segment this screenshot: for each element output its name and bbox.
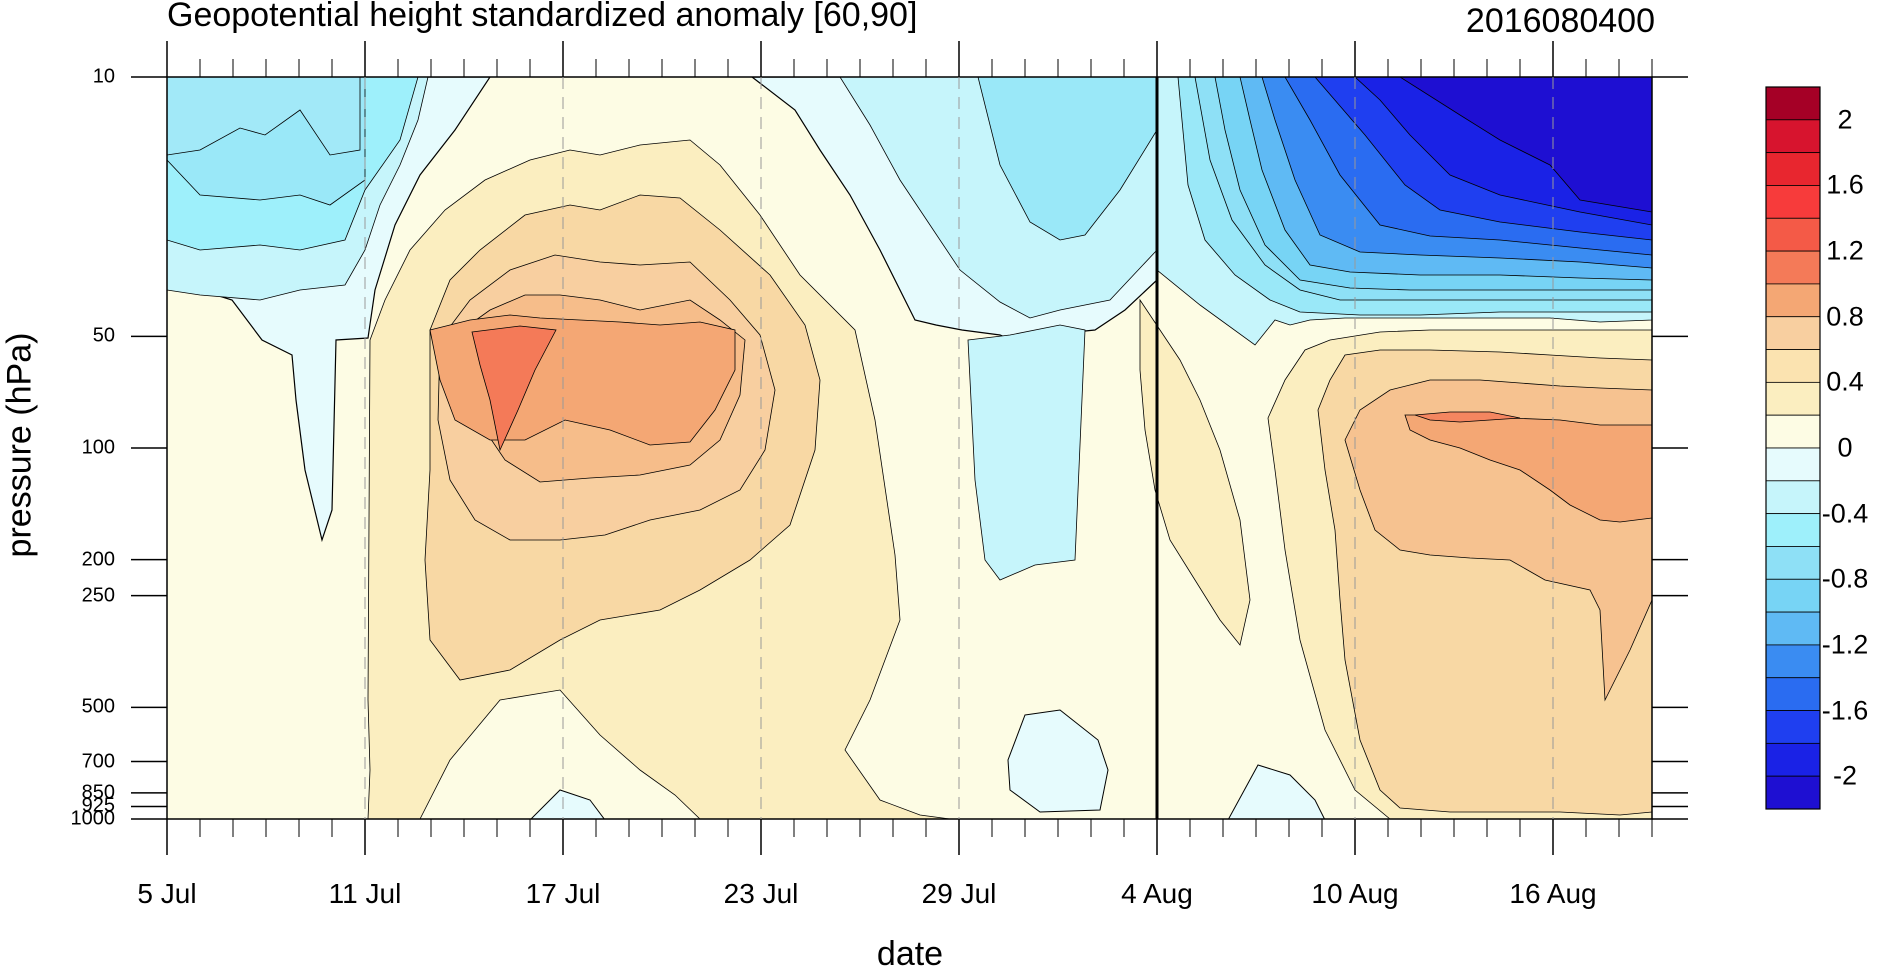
y-ticks — [131, 76, 1688, 820]
contour-fill-neg-right-10 — [1399, 77, 1652, 213]
colorbar-segment — [1765, 710, 1821, 744]
colorbar-segment — [1765, 546, 1821, 580]
colorbar-segment — [1765, 414, 1821, 449]
colorbar-segment — [1765, 611, 1821, 646]
colorbar-label: -1.2 — [1821, 629, 1869, 660]
colorbar-segment — [1765, 513, 1821, 547]
colorbar-label: 0 — [1837, 432, 1853, 463]
colorbar-segment — [1765, 447, 1821, 482]
x-tick-label: 17 Jul — [525, 878, 601, 909]
colorbar-label: 1.2 — [1826, 235, 1864, 266]
x-axis-label: date — [876, 935, 944, 973]
colorbar-segment — [1765, 677, 1821, 711]
colorbar-label: 1.6 — [1826, 169, 1864, 200]
colorbar-label: -2 — [1832, 760, 1858, 791]
chart-date-stamp: 2016080400 — [1465, 2, 1655, 40]
colorbar — [1765, 86, 1821, 810]
x-tick-label: 23 Jul — [723, 878, 799, 909]
x-tick-label: 5 Jul — [137, 878, 197, 909]
y-tick-label: 925 — [81, 794, 115, 817]
contour-fill-pos-jul-6 — [471, 325, 557, 452]
x-tick-label: 11 Jul — [328, 878, 402, 909]
x-tick-label: 10 Aug — [1311, 878, 1399, 909]
y-tick-label: 500 — [81, 695, 115, 718]
contour-fill-neg-mid-3 — [967, 324, 1086, 581]
colorbar-label: -0.4 — [1821, 498, 1869, 529]
colorbar-label: -0.8 — [1821, 563, 1869, 594]
colorbar-segment — [1765, 217, 1821, 252]
contour-fill-pos-aug-6 — [1414, 411, 1521, 423]
contour-fill-neg-left-4 — [167, 77, 361, 156]
colorbar-segment — [1765, 250, 1821, 285]
y-tick-label: 850 — [81, 781, 115, 804]
colorbar-label: 2 — [1837, 104, 1853, 135]
colorbar-segment — [1765, 578, 1821, 613]
y-tick-label: 10 — [92, 65, 115, 88]
colorbar-segment — [1765, 119, 1821, 154]
colorbar-segment — [1765, 152, 1821, 186]
colorbar-segment — [1765, 775, 1821, 810]
contour-fill-neg-faint-blob2 — [1227, 764, 1326, 819]
x-ticks — [166, 41, 1653, 855]
colorbar-segment — [1765, 381, 1821, 416]
contour-fill-pos-aug-5 — [1404, 414, 1652, 523]
contour-fill-neg-faint-blob3 — [530, 789, 605, 819]
colorbar-segment — [1765, 480, 1821, 515]
contour-fill-layer — [167, 77, 1652, 819]
colorbar-label: 0.4 — [1826, 366, 1864, 397]
colorbar-frame — [1765, 86, 1821, 810]
colorbar-segment — [1765, 86, 1821, 121]
y-tick-label: 1000 — [70, 807, 116, 830]
x-tick-label: 4 Aug — [1121, 878, 1193, 909]
y-tick-label: 200 — [81, 548, 115, 571]
colorbar-label: 0.8 — [1826, 301, 1864, 332]
y-tick-label: 700 — [81, 750, 115, 773]
colorbar-label: -1.6 — [1821, 695, 1869, 726]
contour-fill-neg-faint-blob1 — [1007, 709, 1109, 813]
colorbar-segment — [1765, 283, 1821, 318]
colorbar-segment — [1765, 742, 1821, 777]
contour-fill-pos-aug-1 — [1139, 298, 1251, 646]
chart-title: Geopotential height standardized anomaly… — [167, 0, 918, 34]
y-tick-label: 250 — [81, 584, 115, 607]
x-tick-label: 16 Aug — [1509, 878, 1597, 909]
y-tick-label: 100 — [81, 436, 115, 459]
colorbar-segment — [1765, 316, 1821, 350]
y-tick-label: 50 — [92, 324, 115, 347]
x-tick-label: 29 Jul — [921, 878, 997, 909]
colorbar-segment — [1765, 349, 1821, 383]
colorbar-segment — [1765, 185, 1821, 219]
colorbar-segment — [1765, 644, 1821, 679]
